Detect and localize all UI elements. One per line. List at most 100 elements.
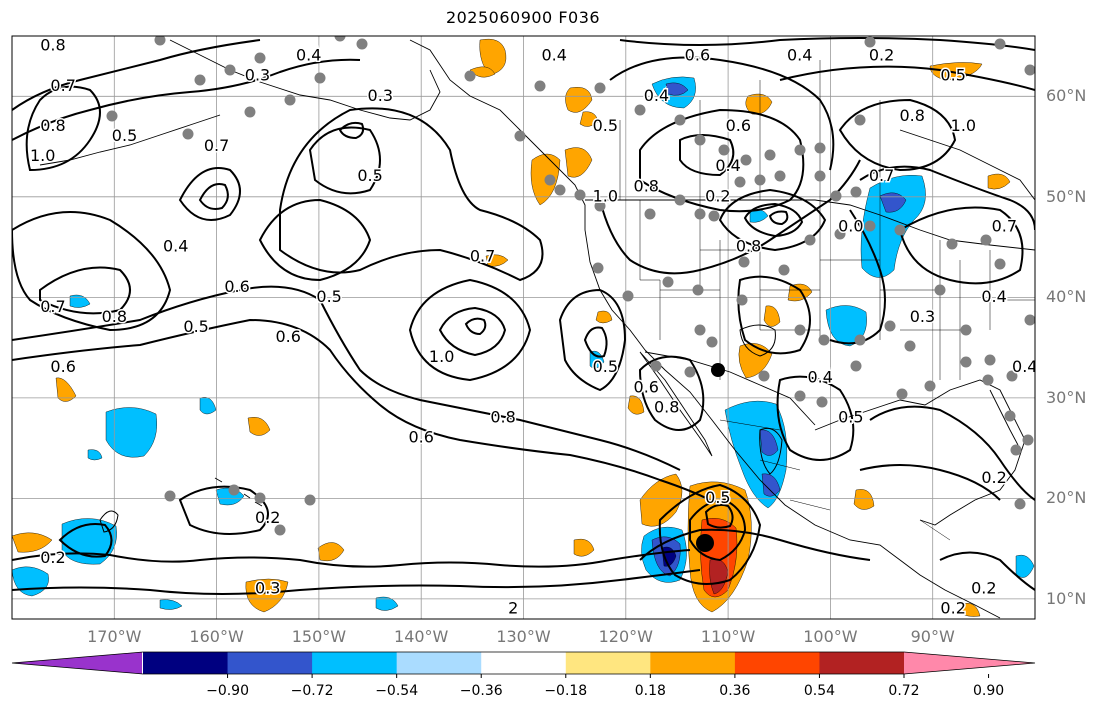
coastline-alaska [169, 39, 441, 121]
contour-label: 0.5 [112, 126, 137, 145]
station-dot [794, 144, 806, 156]
contour-label: 0.8 [102, 307, 127, 326]
station-dot [814, 170, 826, 182]
station-dot [946, 238, 958, 250]
colorbar-segment [734, 652, 820, 674]
latitude-label: 50°N [1046, 186, 1087, 206]
station-dot [982, 374, 994, 386]
colorbar-tick-label: −0.72 [290, 683, 334, 699]
contour-line [12, 39, 261, 111]
contour-line [408, 278, 532, 382]
station-markers [106, 36, 1035, 536]
station-dot [894, 224, 906, 236]
station-dot [708, 210, 720, 222]
station-dot [984, 354, 996, 366]
station-dot [694, 134, 706, 146]
station-dot [1024, 64, 1035, 76]
station-dot [850, 186, 862, 198]
latitude-label: 30°N [1046, 387, 1087, 407]
contour-line [776, 375, 855, 461]
colorbar-extend-high [904, 652, 1035, 674]
contour-label: 0.3 [255, 578, 280, 597]
contour-label: 0.5 [838, 407, 863, 426]
station-dot [924, 380, 936, 392]
station-dot [574, 189, 586, 201]
contour-line [859, 464, 1001, 501]
contour-label: 1.0 [593, 186, 618, 205]
station-dot [736, 294, 748, 306]
station-dot [164, 490, 176, 502]
station-dot [738, 256, 750, 268]
canada-provinces [619, 60, 881, 215]
contour-label: 0.2 [869, 46, 894, 65]
contour-label: 0.6 [634, 377, 659, 396]
longitude-label: 100°W [803, 627, 858, 646]
contour-line [619, 37, 1035, 51]
shade-negative [759, 429, 779, 456]
contour-line-thin [739, 324, 776, 357]
station-dot [1014, 498, 1026, 510]
contour-line [939, 551, 1035, 591]
station-dot [674, 114, 686, 126]
contour-label: 0.2 [40, 548, 65, 567]
contour-line [338, 121, 365, 140]
shade-positive [595, 310, 613, 324]
contour-label: 0.7 [869, 166, 894, 185]
contour-label: 0.4 [981, 287, 1006, 306]
colorbar-tick-label: 0.54 [803, 683, 836, 699]
colorbar-extend-low [12, 652, 142, 674]
contour-label: 0.8 [654, 397, 679, 416]
latitude-label: 20°N [1046, 488, 1087, 508]
contour-line [178, 167, 241, 221]
contour-line [464, 317, 487, 336]
contour-label: 0.5 [593, 357, 618, 376]
contour-line [779, 65, 1035, 91]
station-dot [554, 184, 566, 196]
station-dot [980, 234, 992, 246]
colorbar-segment [650, 652, 736, 674]
contour-label: 0.8 [900, 106, 925, 125]
contour-lines [12, 37, 1035, 595]
contour-line [12, 211, 172, 332]
contour-line-thin [99, 510, 119, 533]
shade-positive [787, 283, 813, 302]
station-dot [774, 170, 786, 182]
state-border [639, 200, 1035, 380]
contour-label: 0.2 [971, 578, 996, 597]
shade-negative [761, 473, 781, 497]
station-dot [884, 320, 896, 332]
station-dot [814, 142, 826, 154]
contour-line [838, 98, 957, 172]
contour-label: 0.6 [685, 46, 710, 65]
contour-label: 0.6 [224, 277, 249, 296]
contour-label: 0.0 [838, 216, 863, 235]
contour-label: 0.4 [715, 156, 740, 175]
contour-label: 0.7 [470, 247, 495, 266]
contour-label: 0.8 [634, 176, 659, 195]
shade-positive [12, 532, 53, 553]
contour-line [12, 318, 711, 501]
contour-label: 0.6 [50, 357, 75, 376]
shade-positive [245, 578, 289, 613]
station-dot [284, 94, 296, 106]
contour-label-layer: 0.8 0.7 0.8 1.0 0.5 0.7 0.4 0.3 0.3 0.5 0.4 0.6 0.5 0… [28, 36, 1035, 619]
contour-label: 0.4 [296, 46, 321, 65]
contour-label: 0.6 [275, 327, 300, 346]
contour-line [743, 202, 804, 238]
contour-label: 0.4 [787, 46, 812, 65]
contour-label: 2 [508, 598, 518, 617]
contour-label: 1.0 [429, 347, 454, 366]
colorbar-segment [819, 652, 905, 674]
mexico-states [719, 419, 951, 541]
shade-positive [479, 38, 507, 76]
latitude-label: 40°N [1046, 287, 1087, 307]
contour-label: 0.5 [593, 116, 618, 135]
latitude-label: 60°N [1046, 86, 1087, 106]
shade-positive [853, 489, 875, 510]
station-dot [896, 388, 908, 400]
station-dot [644, 208, 656, 220]
station-dot [634, 104, 646, 116]
colorbar-tick-label: −0.54 [375, 683, 419, 699]
contour-line [25, 85, 101, 172]
station-dot [694, 208, 706, 220]
